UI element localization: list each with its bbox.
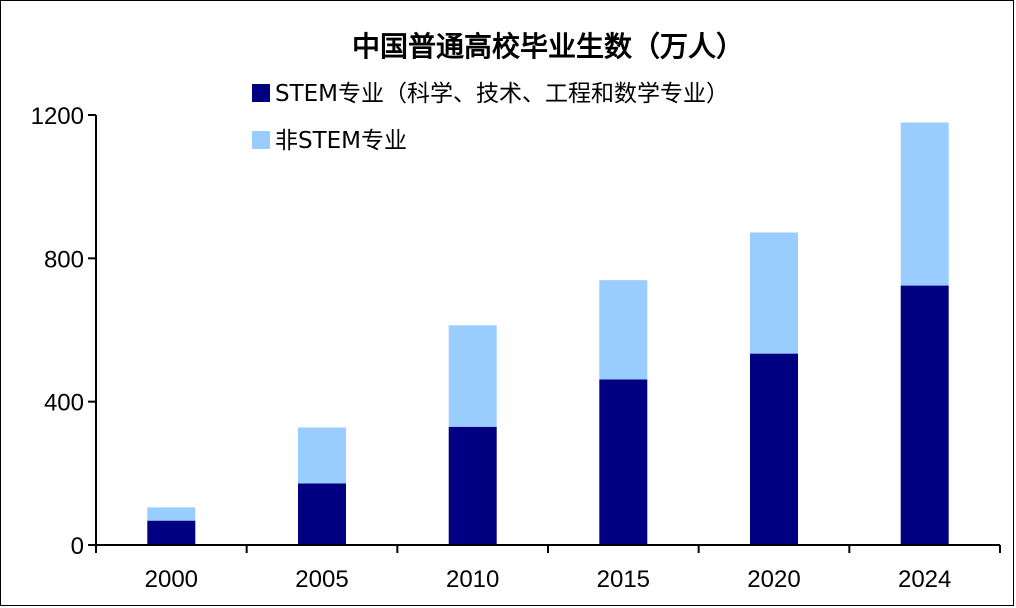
y-tick-label-400: 400 (44, 390, 84, 417)
x-tick-label-2015: 2015 (597, 566, 650, 593)
bar-stem-2010 (448, 426, 497, 546)
bar-non-stem-2024 (900, 122, 949, 286)
legend-label-stem: STEM专业（科学、技术、工程和数学专业） (275, 81, 729, 107)
legend-swatch-stem (252, 84, 270, 102)
x-tick-label-2020: 2020 (747, 566, 800, 593)
legend-swatch-non-stem (252, 131, 270, 149)
bar-stem-2000 (147, 520, 196, 545)
chart-title: 中国普通高校毕业生数（万人） (352, 30, 744, 63)
bars-group (147, 122, 949, 546)
bar-stem-2024 (900, 285, 949, 545)
bar-non-stem-2010 (448, 325, 497, 427)
bar-stem-2005 (298, 483, 346, 545)
bar-stem-2020 (750, 353, 798, 545)
x-tick-label-2024: 2024 (898, 566, 951, 593)
legend: STEM专业（科学、技术、工程和数学专业） 非STEM专业 (252, 81, 729, 154)
bar-non-stem-2005 (298, 427, 346, 484)
bar-non-stem-2000 (147, 507, 196, 521)
y-tick-label-800: 800 (44, 246, 84, 273)
bar-non-stem-2015 (599, 280, 648, 380)
y-tick-label-1200: 1200 (31, 103, 84, 130)
y-tick-label-0: 0 (71, 533, 84, 560)
axes-group: 0 400 800 1200 2000 2005 2010 2015 2020 2024 (31, 103, 1001, 593)
bar-non-stem-2020 (750, 232, 798, 354)
bar-stem-2015 (599, 379, 648, 545)
legend-label-non-stem: 非STEM专业 (275, 128, 407, 154)
x-tick-label-2000: 2000 (145, 566, 198, 593)
x-tick-label-2010: 2010 (446, 566, 499, 593)
x-tick-label-2005: 2005 (295, 566, 348, 593)
